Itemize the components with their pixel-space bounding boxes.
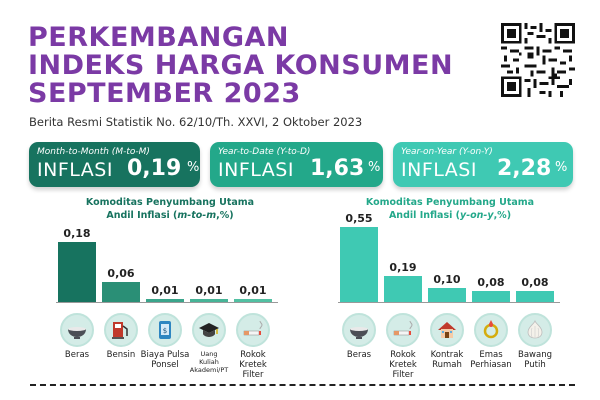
bar-value-label: 0,06 [107,267,135,280]
category-label: Rokok Kretek Filter [389,350,417,380]
card-word: INFLASI [37,159,113,181]
category-label: Bensin [106,350,136,360]
category-label: Uang Kuliah Akademi/PT [189,350,229,374]
category-label: Beras [64,350,90,360]
chart-title-line2: Andil Inflasi (y-on-y,%) [388,210,512,221]
divider-line [30,384,575,386]
card-unit: % [187,160,200,175]
category-label: Rokok Kretek Filter [239,350,267,380]
card-label: Month-to-Month (M-to-M) [37,147,150,157]
bar-value-label: 0,55 [345,212,373,225]
bar-value-label: 0,01 [239,283,267,297]
card-unit: % [555,160,568,175]
card-label: Year-to-Date (Y-to-D) [218,147,311,157]
rice-bowl-icon [342,313,376,347]
bar [428,288,466,302]
card-unit: % [368,160,381,175]
fuel-pump-icon [104,313,138,347]
chart-title-line2: Andil Inflasi (m-to-m,%) [106,210,234,221]
card-value: 0,19 [127,156,182,181]
bar [340,227,378,302]
chart-axis [56,302,278,303]
bar-value-label: 0,19 [389,261,417,275]
subtitle: Berita Resmi Statistik No. 62/10/Th. XXV… [29,115,363,129]
bar [58,242,96,302]
bar-value-label: 0,18 [63,227,91,240]
category-label: Emas Perhiasan [470,350,512,370]
cigarette-icon [236,313,270,347]
category-label: Kontrak Rumah [430,350,464,370]
bar [146,298,184,302]
card-word: INFLASI [401,159,477,181]
bar-value-label: 0,08 [477,276,505,290]
chart-title-line1: Komoditas Penyumbang Utama [85,197,255,208]
house-icon [430,313,464,347]
bar [190,298,228,302]
chart-title-line1: Komoditas Penyumbang Utama [365,197,535,208]
title-line-2: INDEKS HARGA KONSUMEN [28,50,454,81]
title-line-3: SEPTEMBER 2023 [28,78,301,109]
bar [234,298,272,302]
yoy-inflation-card: Year-on-Year (Y-on-Y) INFLASI 2,28 % [393,142,573,187]
phone-credit-icon: $ [148,313,182,347]
page-title: PERKEMBANGAN INDEKS HARGA KONSUMEN SEPTE… [28,24,453,108]
chart-title-mtm: Komoditas Penyumbang Utama Andil Inflasi… [60,196,280,222]
bar-value-label: 0,08 [521,276,549,290]
card-word: INFLASI [218,159,294,181]
category-label: Bawang Putih [518,350,552,370]
card-value: 1,63 [310,156,365,181]
category-label: Biaya Pulsa Ponsel [140,350,190,370]
mtm-inflation-card: Month-to-Month (M-to-M) INFLASI 0,19 % [29,142,200,187]
gold-jewelry-icon [474,313,508,347]
rice-bowl-icon [60,313,94,347]
bar [516,291,554,302]
bar [102,282,140,302]
bar-value-label: 0,10 [433,273,461,287]
chart-axis [338,302,560,303]
garlic-icon [518,313,552,347]
chart-title-yoy: Komoditas Penyumbang Utama Andil Inflasi… [340,196,560,222]
card-value: 2,28 [497,156,552,181]
title-line-1: PERKEMBANGAN [28,22,289,53]
bar [384,276,422,302]
ytd-inflation-card: Year-to-Date (Y-to-D) INFLASI 1,63 % [210,142,383,187]
qr-code-icon [498,20,578,100]
bar-value-label: 0,01 [195,283,223,297]
svg-text:$: $ [163,327,167,335]
bar [472,291,510,302]
cigarette-icon [386,313,420,347]
category-label: Beras [346,350,372,360]
bar-value-label: 0,01 [151,283,179,297]
graduation-cap-icon [192,313,226,347]
card-label: Year-on-Year (Y-on-Y) [401,147,493,157]
